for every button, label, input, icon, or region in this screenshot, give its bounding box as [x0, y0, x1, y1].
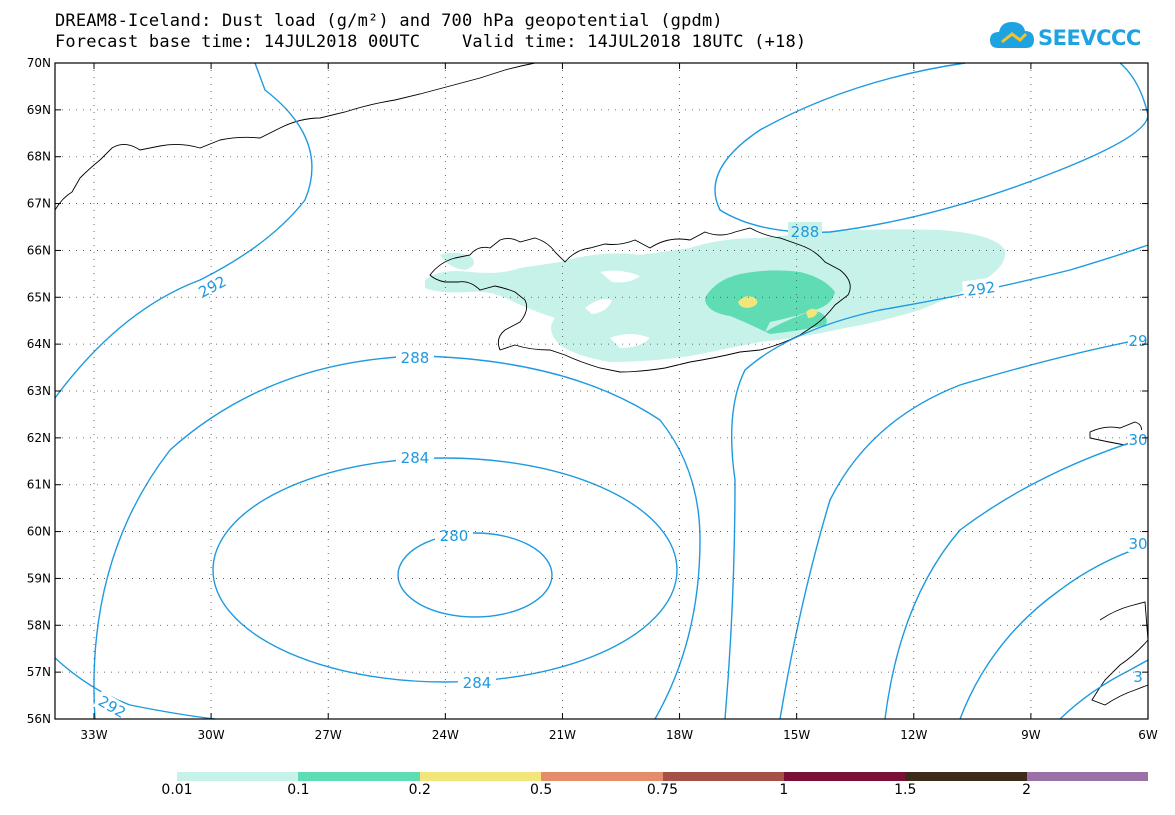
iceland-coastline [429, 227, 851, 373]
contour-292-west [54, 62, 313, 399]
colorbar-segment [177, 772, 299, 781]
contour-292-southwest [54, 657, 216, 720]
latitude-label: 58N [27, 618, 51, 632]
colorbar-segment [541, 772, 663, 781]
contour-label: 280 [440, 527, 469, 545]
latitude-label: 68N [27, 150, 51, 164]
colorbar-segment [298, 772, 420, 781]
colorbar-label: 0.01 [161, 782, 193, 798]
latitude-label: 64N [27, 337, 51, 351]
colorbar-segment [783, 772, 906, 781]
contour-label: 292 [966, 278, 997, 300]
contour-280 [397, 532, 553, 618]
longitude-label: 15W [783, 728, 810, 742]
contour-300b [959, 544, 1149, 720]
colorbar-segment [905, 772, 1027, 781]
colorbar-label: 0.5 [529, 782, 553, 798]
colorbar-label: 0.1 [287, 782, 310, 798]
dust-mid-area [705, 270, 835, 334]
contour-label: 29 [1128, 332, 1147, 350]
map-title-line2: Forecast base time: 14JUL2018 00UTC Vali… [55, 32, 807, 52]
longitude-label: 24W [432, 728, 459, 742]
dust-gap [610, 334, 650, 348]
contour-label: 30 [1128, 431, 1147, 449]
contour-label: 288 [401, 349, 430, 367]
latitude-label: 60N [27, 525, 51, 539]
contour-label: 3 [1133, 668, 1143, 686]
contour-292-east [724, 244, 1149, 720]
logo-text: SEEVCCC [1038, 26, 1141, 50]
dust-gap [600, 270, 640, 283]
latitude-label: 56N [27, 712, 51, 726]
longitude-label: 9W [1021, 728, 1041, 742]
colorbar-segment [419, 772, 542, 781]
colorbar-segment [1026, 772, 1148, 781]
colorbar-label: 0.2 [408, 782, 431, 798]
cloud-icon [990, 22, 1034, 48]
map-title-line1: DREAM8-Iceland: Dust load (g/m²) and 700… [55, 11, 723, 31]
greenland-coastline [54, 62, 536, 211]
latitude-label: 69N [27, 103, 51, 117]
dust-low-patch [440, 252, 474, 270]
graticule [55, 62, 1149, 720]
contour-304 [1059, 659, 1149, 720]
dust-load-fill [425, 229, 1006, 362]
latitude-label: 65N [27, 290, 51, 304]
contour-labels: 292 292 288 288 292 284 284 280 29 30 30… [92, 222, 1148, 724]
contour-288 [93, 355, 701, 720]
latitude-label: 61N [27, 478, 51, 492]
dust-high-patch-1 [738, 296, 758, 308]
dust-gap [585, 299, 612, 314]
latitude-label: 62N [27, 431, 51, 445]
latitude-label: 70N [27, 56, 51, 70]
latitude-label: 57N [27, 665, 51, 679]
latitude-label: 67N [27, 197, 51, 211]
geopotential-contours [54, 62, 1149, 720]
faroe-coastline [1089, 421, 1143, 446]
contour-296 [779, 337, 1149, 720]
map-frame [54, 62, 1149, 720]
longitude-label: 21W [549, 728, 576, 742]
longitude-labels: 33W 30W 27W 24W 21W 18W 15W 12W 9W 6W [80, 728, 1157, 742]
contour-label: 284 [401, 449, 430, 467]
longitude-label: 6W [1138, 728, 1158, 742]
colorbar-label: 1.5 [894, 782, 917, 798]
colorbar-label: 2 [1022, 782, 1032, 798]
seevccc-logo: SEEVCCC [988, 18, 1141, 58]
longitude-label: 33W [80, 728, 107, 742]
contour-284 [212, 457, 678, 683]
contour-label: 30 [1128, 535, 1147, 553]
colorbar-label: 0.75 [646, 782, 679, 798]
colorbar-segment [662, 772, 784, 781]
latitude-label: 59N [27, 571, 51, 585]
latitude-labels: 70N 69N 68N 67N 66N 65N 64N 63N 62N 61N 60N 59N 58N 5… [27, 56, 51, 726]
contour-300a [884, 436, 1149, 720]
contour-label: 288 [791, 223, 820, 241]
contour-288-north [714, 62, 1149, 234]
latitude-label: 63N [27, 384, 51, 398]
longitude-label: 27W [315, 728, 342, 742]
latitude-label: 66N [27, 243, 51, 257]
contour-label: 284 [463, 674, 492, 692]
longitude-label: 30W [198, 728, 225, 742]
longitude-label: 18W [666, 728, 693, 742]
colorbar-label: 1 [779, 782, 789, 798]
dust-high-patch-2 [806, 308, 818, 318]
longitude-label: 12W [900, 728, 927, 742]
